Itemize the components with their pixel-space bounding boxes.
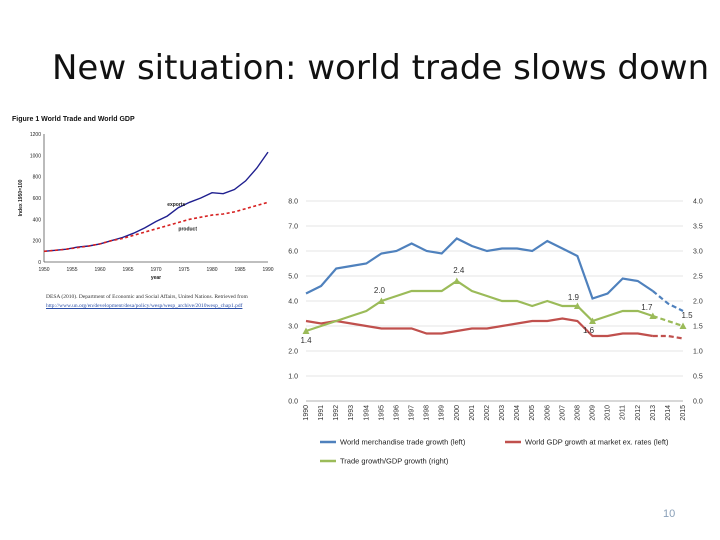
x-tick-label: 2006 bbox=[544, 405, 551, 421]
x-tick-label: 1991 bbox=[318, 405, 325, 421]
left-axis-tick-label: 1.0 bbox=[288, 374, 298, 381]
x-tick-label: 1998 bbox=[424, 405, 431, 421]
page-number: 10 bbox=[663, 508, 676, 520]
left-y-tick-label: 0 bbox=[38, 260, 41, 266]
left-x-tick-label: 1970 bbox=[150, 267, 161, 273]
x-tick-label: 1999 bbox=[439, 405, 446, 421]
x-tick-label: 2001 bbox=[469, 405, 476, 421]
x-tick-label: 1992 bbox=[333, 405, 340, 421]
left-x-tick-label: 1965 bbox=[122, 267, 133, 273]
legend-label: World GDP growth at market ex. rates (le… bbox=[525, 438, 669, 447]
left-y-tick-label: 1200 bbox=[30, 132, 41, 138]
right-axis-tick-label: 1.5 bbox=[693, 324, 703, 331]
left-x-tick-label: 1985 bbox=[234, 267, 245, 273]
annotation-label: 1.5 bbox=[681, 311, 693, 320]
annotation-marker bbox=[302, 327, 310, 334]
series-world-left-projection bbox=[652, 334, 684, 340]
left-y-tick-label: 600 bbox=[33, 196, 42, 202]
x-tick-label: 2003 bbox=[499, 405, 506, 421]
x-tick-label: 2011 bbox=[620, 405, 627, 420]
x-tick-label: 2009 bbox=[590, 405, 597, 421]
x-tick-label: 2012 bbox=[635, 405, 642, 421]
slide-title: New situation: world trade slows down bbox=[52, 48, 710, 88]
left-axis-tick-label: 7.0 bbox=[288, 224, 298, 231]
legend-label: Trade growth/GDP growth (right) bbox=[340, 457, 449, 466]
left-x-tick-label: 1950 bbox=[38, 267, 49, 273]
annotation-label: 1.7 bbox=[641, 303, 653, 312]
x-tick-label: 1996 bbox=[393, 405, 400, 421]
left-axis-tick-label: 5.0 bbox=[288, 274, 298, 281]
annotation-marker bbox=[589, 317, 597, 324]
x-tick-label: 1994 bbox=[363, 405, 370, 421]
series-world-left-projection bbox=[652, 290, 684, 312]
right-axis-tick-label: 0.0 bbox=[693, 399, 703, 406]
left-y-tick-label: 800 bbox=[33, 175, 42, 181]
right-axis-tick-label: 2.0 bbox=[693, 299, 703, 306]
annotation-marker bbox=[377, 297, 385, 304]
annotation-label: 1.6 bbox=[583, 326, 595, 335]
left-x-axis-label: year bbox=[151, 275, 161, 281]
right-axis-tick-label: 0.5 bbox=[693, 374, 703, 381]
left-axis-tick-label: 8.0 bbox=[288, 199, 298, 206]
right-axis-tick-label: 4.0 bbox=[693, 199, 703, 206]
annotation-marker bbox=[679, 322, 687, 329]
left-series-label-exports: exports bbox=[167, 202, 185, 208]
annotation-label: 1.4 bbox=[300, 336, 312, 345]
x-tick-label: 1993 bbox=[348, 405, 355, 421]
annotation-label: 2.0 bbox=[374, 286, 386, 295]
left-axis-tick-label: 3.0 bbox=[288, 324, 298, 331]
left-y-tick-label: 200 bbox=[33, 239, 42, 245]
annotation-label: 2.4 bbox=[453, 266, 465, 275]
left-series-label-product: product bbox=[178, 227, 197, 233]
x-tick-label: 2004 bbox=[514, 405, 521, 421]
x-tick-label: 1990 bbox=[303, 405, 310, 421]
annotation-marker bbox=[453, 277, 461, 284]
x-tick-label: 2015 bbox=[680, 405, 687, 421]
source-citation: DESA (2010). Department of Economic and … bbox=[46, 293, 248, 311]
x-tick-label: 2000 bbox=[454, 405, 461, 421]
x-tick-label: 2008 bbox=[574, 405, 581, 421]
left-x-tick-label: 1960 bbox=[94, 267, 105, 273]
series-world-left-line bbox=[305, 237, 654, 300]
x-tick-label: 2014 bbox=[665, 405, 672, 421]
right-axis-tick-label: 1.0 bbox=[693, 349, 703, 356]
x-tick-label: 2002 bbox=[484, 405, 491, 421]
series-world-left-line bbox=[305, 317, 653, 338]
left-x-tick-label: 1955 bbox=[66, 267, 77, 273]
annotation-label: 1.9 bbox=[568, 293, 580, 302]
right-axis-tick-label: 3.5 bbox=[693, 224, 703, 231]
left-y-tick-label: 1000 bbox=[30, 153, 41, 159]
left-axis-tick-label: 2.0 bbox=[288, 349, 298, 356]
annotation-marker bbox=[649, 312, 657, 319]
left-x-tick-label: 1990 bbox=[262, 267, 273, 273]
left-y-tick-label: 400 bbox=[33, 217, 42, 223]
x-tick-label: 1995 bbox=[378, 405, 385, 421]
legend-label: World merchandise trade growth (left) bbox=[340, 438, 466, 447]
left-series-exports-line bbox=[43, 151, 269, 252]
x-tick-label: 2007 bbox=[559, 405, 566, 421]
left-axis-tick-label: 6.0 bbox=[288, 249, 298, 256]
x-tick-label: 2010 bbox=[605, 405, 612, 421]
x-tick-label: 1997 bbox=[409, 405, 416, 421]
right-axis-tick-label: 3.0 bbox=[693, 249, 703, 256]
series-trade-right-line bbox=[305, 279, 654, 333]
annotation-marker bbox=[573, 302, 581, 309]
left-figure-title: Figure 1 World Trade and World GDP bbox=[12, 116, 135, 123]
source-link[interactable]: http://www.un.org/en/development/desa/po… bbox=[46, 303, 243, 309]
left-x-tick-label: 1980 bbox=[206, 267, 217, 273]
series-trade-right-projection bbox=[652, 314, 684, 328]
right-axis-tick-label: 2.5 bbox=[693, 274, 703, 281]
left-x-tick-label: 1975 bbox=[178, 267, 189, 273]
x-tick-label: 2013 bbox=[650, 405, 657, 421]
x-tick-label: 2005 bbox=[529, 405, 536, 421]
left-axis-tick-label: 0.0 bbox=[288, 399, 298, 406]
source-text: DESA (2010). Department of Economic and … bbox=[46, 294, 248, 300]
left-axis-tick-label: 4.0 bbox=[288, 299, 298, 306]
left-y-axis-label: Index 1950=100 bbox=[18, 179, 24, 216]
